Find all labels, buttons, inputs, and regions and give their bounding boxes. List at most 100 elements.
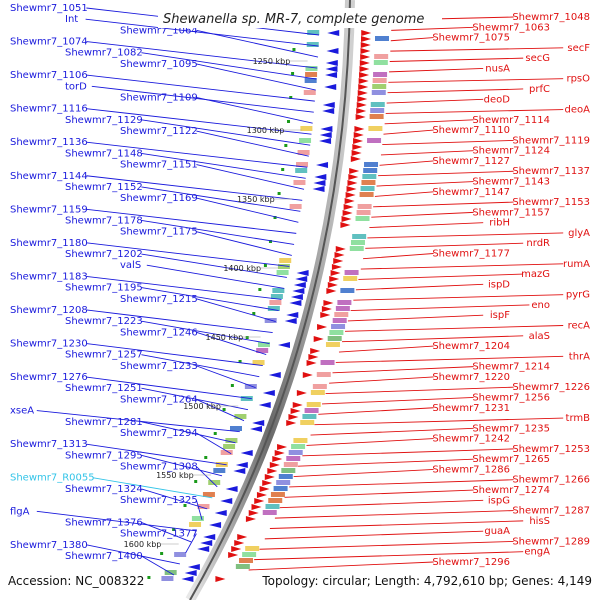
feature-block	[293, 180, 306, 185]
feature-block	[295, 168, 308, 173]
forward-gene-arrow	[288, 414, 299, 420]
feature-block	[239, 558, 254, 563]
reverse-gene-arrow	[249, 426, 262, 432]
feature-block	[273, 486, 288, 491]
forward-gene-arrow	[342, 210, 353, 216]
left-gene-label: Shewmr7_1208	[10, 305, 88, 316]
reverse-gene-arrow	[289, 300, 302, 306]
feature-block	[225, 438, 238, 443]
right-leader-line	[360, 263, 564, 270]
feature-block	[191, 516, 204, 521]
forward-gene-arrow	[326, 288, 337, 294]
left-gene-label: Shewmr7_1183	[10, 271, 88, 282]
left-leader-line	[92, 477, 213, 499]
right-leader-line	[264, 530, 484, 540]
right-leader-line	[382, 139, 514, 145]
forward-gene-arrow	[296, 390, 307, 396]
right-gene-label: Shewmr7_1253	[512, 444, 590, 455]
forward-gene-arrow	[360, 54, 371, 60]
gc-dot	[289, 96, 293, 99]
feature-block	[352, 234, 367, 239]
forward-gene-arrow	[354, 126, 365, 132]
forward-gene-arrow	[321, 306, 332, 312]
label-leader-lines	[36, 7, 564, 576]
feature-block	[262, 510, 277, 515]
left-gene-label: Shewmr7_1377	[120, 529, 198, 540]
right-leader-line	[376, 181, 474, 187]
left-leader-line	[141, 220, 295, 245]
feature-block	[245, 546, 260, 551]
forward-gene-arrow	[248, 510, 259, 516]
feature-block	[340, 288, 355, 293]
left-leader-line	[141, 320, 270, 345]
right-gene-label: ribH	[489, 218, 510, 229]
reverse-gene-arrow	[184, 570, 197, 576]
forward-gene-arrow	[357, 96, 368, 102]
left-gene-label: Shewmr7_1376	[65, 517, 143, 528]
forward-gene-arrow	[228, 552, 239, 558]
reverse-gene-arrow	[197, 546, 210, 552]
left-leader-line	[141, 287, 279, 311]
right-gene-label: deoD	[484, 94, 511, 105]
forward-gene-arrow	[341, 216, 352, 222]
feature-block	[356, 210, 371, 215]
feature-block	[343, 276, 358, 281]
feature-block	[360, 186, 375, 191]
forward-gene-arrow	[308, 354, 319, 360]
left-leader-line	[196, 399, 245, 422]
gc-dot	[204, 456, 208, 459]
right-leader-line	[342, 335, 524, 343]
right-gene-label: ispG	[488, 495, 510, 506]
forward-gene-arrow	[343, 204, 354, 210]
left-gene-label: Shewmr7_1324	[65, 484, 143, 495]
right-leader-line	[302, 448, 514, 457]
left-leader-line	[196, 197, 299, 223]
left-leader-line	[141, 186, 301, 212]
genome-summary: Topology: circular; Length: 4,792,610 bp…	[261, 574, 592, 588]
feature-block	[307, 30, 320, 35]
feature-block	[372, 84, 387, 89]
feature-block	[299, 138, 312, 143]
left-gene-label: Shewmr7_1257	[65, 350, 143, 361]
feature-block	[223, 444, 236, 449]
forward-gene-arrow	[290, 408, 301, 414]
left-gene-label: Shewmr7_1095	[120, 59, 198, 70]
kbp-marker-label: 1400 kbp	[223, 264, 261, 273]
feature-tracks	[147, 30, 390, 582]
reverse-gene-arrow	[290, 294, 303, 300]
reverse-gene-arrow	[240, 450, 253, 456]
feature-block	[364, 162, 379, 167]
left-leader-line	[196, 130, 309, 157]
forward-gene-arrow	[306, 360, 317, 366]
feature-block	[373, 72, 388, 77]
forward-gene-arrow	[256, 492, 267, 498]
feature-block	[369, 114, 384, 119]
feature-block	[303, 90, 316, 95]
left-leader-line	[196, 331, 267, 356]
feature-block	[300, 126, 313, 131]
forward-gene-arrow	[360, 42, 371, 48]
feature-block	[349, 246, 364, 251]
kbp-marker-label: 1450 kbp	[206, 333, 244, 342]
forward-gene-arrow	[361, 36, 372, 42]
forward-gene-arrow	[302, 372, 313, 378]
feature-block	[164, 570, 177, 575]
left-leader-line	[141, 421, 236, 444]
left-leader-line	[86, 242, 290, 267]
forward-gene-arrow	[352, 144, 363, 150]
reverse-gene-arrow	[313, 180, 326, 186]
left-gene-label: Shewmr7_1082	[65, 48, 143, 59]
left-gene-label: Shewmr7_1122	[120, 126, 198, 137]
right-gene-label: secF	[567, 43, 590, 54]
right-leader-line	[367, 232, 564, 239]
right-leader-line	[335, 355, 564, 363]
feature-block	[344, 270, 359, 275]
right-leader-line	[289, 479, 514, 488]
accession-label: Accession: NC_008322	[8, 574, 144, 588]
left-gene-label: Shewmr7_1152	[65, 182, 143, 193]
feature-block	[300, 420, 315, 425]
gc-dot	[258, 288, 262, 291]
left-leader-line	[141, 454, 223, 477]
right-leader-line	[293, 469, 434, 478]
